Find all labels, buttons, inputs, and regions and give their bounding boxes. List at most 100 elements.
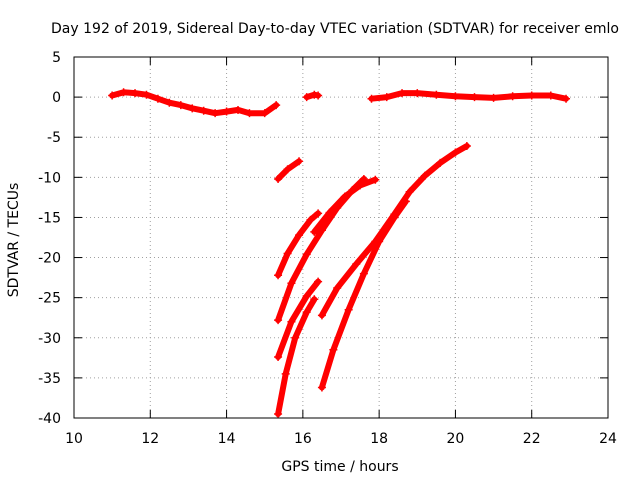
data-point: [274, 353, 283, 362]
series-arc-10: [318, 143, 470, 319]
data-point: [274, 174, 283, 183]
data-point: [317, 383, 326, 392]
data-point: [295, 231, 304, 240]
data-point: [371, 175, 380, 184]
data-point: [310, 90, 319, 99]
x-tick-label: 14: [218, 431, 236, 447]
series-arc-7: [311, 176, 379, 235]
data-point: [562, 94, 571, 103]
data-point: [274, 271, 283, 280]
data-point: [281, 369, 290, 378]
data-point: [432, 90, 441, 99]
data-point: [287, 317, 296, 326]
data-point: [291, 333, 300, 342]
data-point: [489, 93, 498, 102]
data-point: [283, 165, 292, 174]
y-tick-label: -10: [38, 170, 61, 186]
data-point: [274, 316, 283, 325]
data-point: [317, 311, 326, 320]
data-point: [451, 92, 460, 101]
data-point: [274, 409, 283, 418]
data-point: [283, 249, 292, 258]
y-tick-label: -35: [38, 371, 61, 387]
data-point: [340, 192, 349, 201]
data-point: [176, 101, 185, 110]
data-point: [420, 171, 429, 180]
data-point: [119, 88, 128, 97]
data-point: [306, 215, 315, 224]
data-point: [401, 197, 410, 206]
data-point: [375, 237, 384, 246]
data-point: [108, 91, 117, 100]
x-tick-label: 16: [294, 431, 312, 447]
data-point: [302, 308, 311, 317]
data-point: [272, 101, 281, 110]
data-point: [329, 345, 338, 354]
grid-layer: [74, 57, 608, 418]
data-point: [367, 94, 376, 103]
data-point: [356, 181, 365, 190]
data-point: [436, 158, 445, 167]
data-point: [314, 91, 323, 100]
y-tick-label: -25: [38, 291, 61, 307]
data-point: [508, 92, 517, 101]
data-point: [131, 89, 140, 98]
data-point: [314, 209, 323, 218]
data-point: [302, 250, 311, 259]
data-point: [287, 279, 296, 288]
data-point: [302, 292, 311, 301]
data-point: [405, 187, 414, 196]
y-tick-label: -20: [38, 251, 61, 267]
data-point: [470, 93, 479, 102]
data-point: [199, 106, 208, 115]
series-arc-8: [275, 278, 322, 360]
data-point: [310, 295, 319, 304]
series-arc-4: [275, 158, 302, 182]
data-point: [295, 157, 304, 166]
data-point: [527, 91, 536, 100]
data-point: [211, 109, 220, 118]
data-point: [234, 105, 243, 114]
data-point: [222, 107, 231, 116]
data-point: [451, 148, 460, 157]
data-point: [344, 305, 353, 314]
series-arc-3: [368, 90, 569, 102]
data-point: [142, 90, 151, 99]
data-point: [245, 109, 254, 118]
data-point: [390, 213, 399, 222]
data-point: [333, 284, 342, 293]
data-point: [302, 93, 311, 102]
x-axis-title: GPS time / hours: [281, 459, 398, 475]
x-tick-label: 18: [370, 431, 388, 447]
plot-frame: [73, 56, 609, 419]
data-point: [310, 227, 319, 236]
series-arc-1: [109, 89, 280, 117]
series-layer: [108, 88, 571, 418]
data-point: [165, 98, 174, 107]
x-tick-label: 10: [65, 431, 83, 447]
data-point: [153, 94, 162, 103]
chart-title: Day 192 of 2019, Sidereal Day-to-day VTE…: [51, 21, 619, 37]
data-point: [413, 89, 422, 98]
x-tick-label: 24: [599, 431, 617, 447]
data-point: [359, 269, 368, 278]
data-point: [352, 259, 361, 268]
y-tick-label: 0: [52, 90, 61, 106]
x-tick-label: 20: [447, 431, 465, 447]
data-point: [314, 277, 323, 286]
data-point: [260, 109, 269, 118]
data-point: [398, 89, 407, 98]
x-tick-label: 22: [523, 431, 541, 447]
tick-layer: 10 12 14 16 18 20 22 24 5 0 -5 -10 -15 -20 -25 -30 -35 -4…: [38, 50, 617, 447]
data-point: [188, 104, 197, 113]
y-tick-label: -30: [38, 331, 61, 347]
y-tick-label: -5: [47, 130, 61, 146]
data-point: [462, 142, 471, 151]
data-point: [325, 208, 334, 217]
y-tick-label: -40: [38, 411, 61, 427]
data-point: [546, 91, 555, 100]
data-point: [382, 93, 391, 102]
x-tick-label: 12: [141, 431, 159, 447]
y-tick-label: 5: [52, 50, 61, 66]
